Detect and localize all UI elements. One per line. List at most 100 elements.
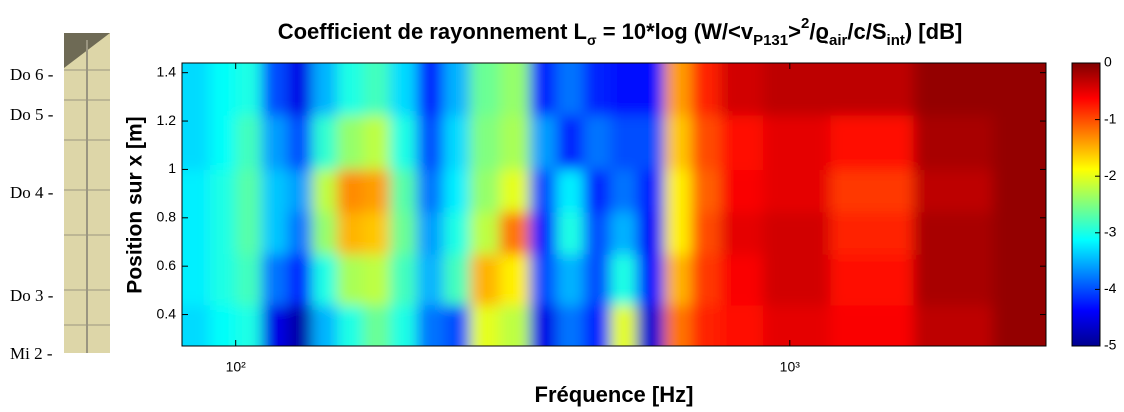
- colorbar-tick-label: -5: [1104, 337, 1117, 353]
- heatmap-cell: [389, 211, 418, 255]
- heatmap-cell: [664, 169, 692, 213]
- heatmap-cell: [209, 254, 236, 306]
- heatmap-cell: [469, 211, 501, 255]
- heatmap-cell: [529, 115, 558, 170]
- heatmap-cell: [209, 115, 236, 170]
- heatmap-cell: [235, 304, 262, 346]
- y-axis-label: Position sur x [m]: [124, 116, 147, 293]
- heatmap-cell: [389, 63, 418, 116]
- heatmap-cell: [499, 211, 531, 255]
- x-tick-label: 10²: [226, 359, 247, 375]
- heatmap-cell: [913, 211, 994, 255]
- heatmap-cell: [336, 63, 364, 116]
- heatmap-cell: [287, 115, 313, 170]
- chart-title: Coefficient de rayonnement Lσ = 10*log (…: [278, 15, 963, 49]
- heatmap-cell: [209, 63, 236, 116]
- heatmap-cell: [443, 63, 471, 116]
- heatmap-cell: [529, 254, 558, 306]
- heatmap-cell: [830, 169, 915, 213]
- heatmap-cell: [287, 63, 313, 116]
- heatmap-cell: [992, 63, 1046, 116]
- heatmap-cell: [691, 115, 721, 170]
- colorbar-tick-label: -2: [1104, 167, 1117, 183]
- note-label: Do 5 -: [10, 105, 54, 124]
- heatmap-cell: [336, 304, 364, 346]
- heatmap-cell: [610, 254, 638, 306]
- heatmap-cell: [913, 304, 994, 346]
- heatmap-cell: [830, 63, 915, 116]
- heatmap-cell: [416, 169, 445, 213]
- heatmap-cell: [235, 115, 262, 170]
- heatmap-cell: [636, 169, 665, 213]
- colorbar-tick-label: 0: [1104, 54, 1112, 70]
- heatmap-cell: [556, 211, 584, 255]
- heatmap-cell: [691, 169, 721, 213]
- heatmap-cell: [830, 115, 915, 170]
- heatmap-cell: [636, 63, 665, 116]
- heatmap-cell: [556, 63, 584, 116]
- note-label: Do 6 -: [10, 65, 54, 84]
- heatmap-cell: [235, 254, 262, 306]
- plot-frame: [181, 62, 1047, 347]
- heatmap-cell: [830, 211, 915, 255]
- heatmap-cell: [556, 254, 584, 306]
- heatmap-cell: [261, 169, 288, 213]
- heatmap-cell: [636, 211, 665, 255]
- colorbar-tick-label: -4: [1104, 280, 1117, 296]
- heatmap-cell: [362, 304, 391, 346]
- heatmap-cell: [529, 211, 558, 255]
- heatmap-cell: [992, 115, 1046, 170]
- heatmap-cell: [311, 304, 338, 346]
- heatmap-cell: [913, 115, 994, 170]
- heatmap-cell: [556, 169, 584, 213]
- heatmap-cell: [362, 254, 391, 306]
- heatmap-cell: [992, 169, 1046, 213]
- heatmap-cell: [261, 211, 288, 255]
- heatmap-cell: [287, 169, 313, 213]
- heatmap-cell: [182, 254, 211, 306]
- heatmap-cell: [664, 304, 692, 346]
- heatmap-cell: [913, 254, 994, 306]
- heatmap-cell: [583, 115, 611, 170]
- heatmap-cell: [610, 115, 638, 170]
- heatmap-cell: [311, 254, 338, 306]
- heatmap-cell: [762, 169, 831, 213]
- heatmap-cell: [583, 169, 611, 213]
- colorbar-tick-label: -3: [1104, 224, 1117, 240]
- heatmap-cell: [311, 169, 338, 213]
- heatmap-cell: [336, 169, 364, 213]
- heatmap-cell: [636, 304, 665, 346]
- y-tick-label: 1: [168, 160, 176, 176]
- heatmap-cell: [691, 254, 721, 306]
- heatmap-cell: [499, 254, 531, 306]
- heatmap-cell: [235, 63, 262, 116]
- heatmap-cell: [720, 304, 764, 346]
- note-label: Do 4 -: [10, 183, 54, 202]
- heatmap-cell: [691, 304, 721, 346]
- heatmap-cell: [529, 63, 558, 116]
- heatmap-cell: [182, 115, 211, 170]
- heatmap-cell: [583, 211, 611, 255]
- heatmap-cell: [469, 63, 501, 116]
- heatmap-cell: [762, 304, 831, 346]
- heatmap-cell: [636, 254, 665, 306]
- heatmap-cell: [499, 304, 531, 346]
- heatmap-cell: [336, 115, 364, 170]
- heatmap-cell: [416, 115, 445, 170]
- heatmap-cell: [261, 115, 288, 170]
- heatmap-cell: [443, 254, 471, 306]
- heatmap-cell: [610, 169, 638, 213]
- heatmap-cell: [261, 254, 288, 306]
- heatmap-cell: [992, 304, 1046, 346]
- colorbar-tick-label: -1: [1104, 110, 1117, 126]
- heatmap-cell: [235, 211, 262, 255]
- heatmap-cell: [762, 254, 831, 306]
- heatmap-cell: [529, 169, 558, 213]
- heatmap-cell: [583, 254, 611, 306]
- heatmap-cell: [443, 169, 471, 213]
- y-tick-label: 0.8: [157, 209, 177, 225]
- heatmap-cell: [311, 115, 338, 170]
- y-tick-label: 1.2: [157, 112, 177, 128]
- heatmap-cell: [209, 304, 236, 346]
